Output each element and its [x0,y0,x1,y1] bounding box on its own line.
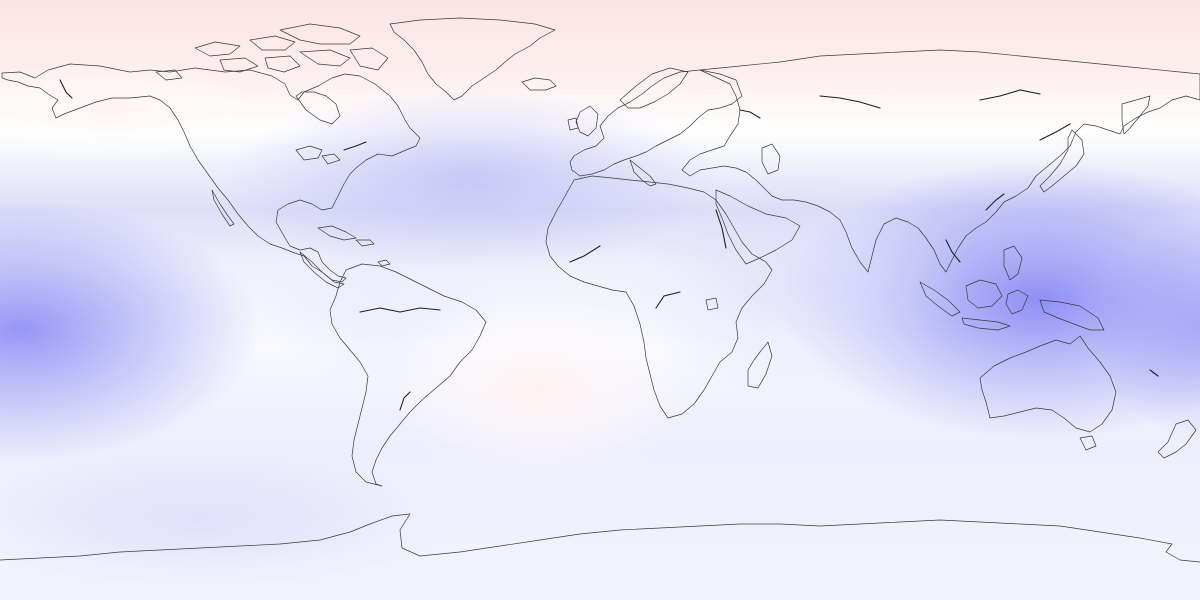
coastline-southeast-asia [919,245,1105,331]
coastline-africa [545,175,773,419]
river-murray [1149,369,1159,377]
coastline-caribbean [317,225,391,267]
coastline-europe [569,69,743,177]
lake-victoria [705,297,719,311]
coastline-tasmania [1079,435,1097,451]
river-amur [1039,123,1071,141]
coastline-iceland [521,77,557,91]
river-nile [715,209,727,249]
coastline-north-america [1,63,421,283]
river-niger [569,245,601,263]
river-ob [819,95,881,109]
lake-layer [295,143,781,311]
coastline-madagascar [747,341,773,389]
river-yangtze [945,239,961,263]
coastline-south-america [329,263,487,487]
coastline-scandinavia [619,67,689,109]
river-mackenzie [59,79,73,99]
coastline-layer [0,17,1200,563]
coastline-baja [211,189,235,227]
coastline-british-isles [567,105,599,137]
coastline-asia [681,49,1200,273]
river-congo [655,291,681,309]
coastline-japan [1039,129,1085,193]
river-lena [979,89,1041,101]
coastline-central-america [299,251,345,289]
lake-great-lakes [295,145,341,165]
coastline-arabia [715,189,801,265]
river-st-lawrence [343,141,367,151]
river-layer [59,79,1159,411]
lake-caspian [761,143,781,175]
coastline-greenland [389,17,556,101]
river-amazon [359,307,441,313]
coastline-australia [979,335,1117,433]
coastline-kamchatka [1121,95,1151,135]
river-parana [399,391,411,411]
river-yenisei [739,109,761,119]
coastline-arctic-islands [155,23,389,81]
coastline-hudson-bay [295,91,341,125]
coastline-new-zealand [1157,419,1197,459]
river-ganges [985,193,1005,211]
coastline-antarctica [0,513,1200,563]
coastline-italy [629,159,657,187]
